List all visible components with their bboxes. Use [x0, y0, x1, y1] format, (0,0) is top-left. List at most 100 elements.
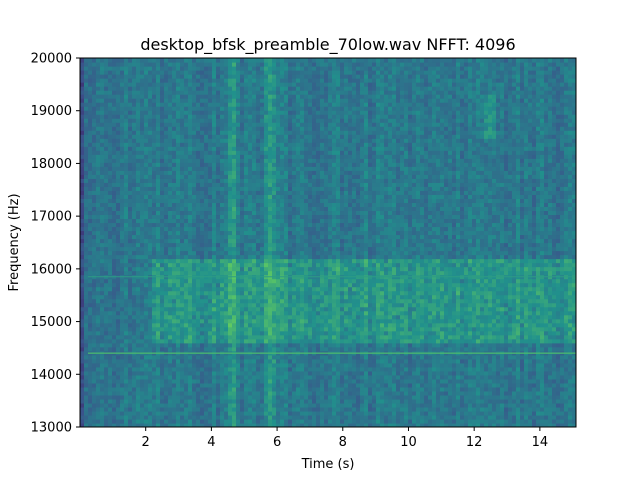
heatmap-cell: [220, 250, 225, 256]
heatmap-cell: [184, 62, 189, 67]
heatmap-cell: [228, 94, 233, 99]
heatmap-cell: [280, 310, 285, 316]
heatmap-cell: [80, 298, 85, 304]
heatmap-cell: [108, 250, 113, 256]
heatmap-cell: [248, 390, 253, 396]
heatmap-cell: [276, 210, 281, 216]
heatmap-cell: [80, 286, 85, 292]
heatmap-cell: [248, 254, 253, 260]
heatmap-cell: [296, 422, 301, 427]
heatmap-cell: [104, 258, 109, 264]
heatmap-cell: [172, 98, 177, 103]
heatmap-cell: [292, 86, 297, 91]
heatmap-cell: [208, 214, 213, 220]
heatmap-cell: [200, 182, 205, 187]
heatmap-cell: [120, 122, 125, 127]
heatmap-cell: [180, 110, 185, 115]
heatmap-cell: [284, 82, 289, 87]
heatmap-cell: [264, 146, 269, 151]
heatmap-cell: [276, 74, 281, 79]
heatmap-cell: [204, 102, 209, 107]
heatmap-cell: [104, 94, 109, 99]
heatmap-cell: [88, 362, 93, 368]
heatmap-cell: [296, 394, 301, 400]
heatmap-cell: [104, 342, 109, 348]
heatmap-cell: [284, 402, 289, 408]
heatmap-cell: [264, 410, 269, 416]
heatmap-cell: [108, 122, 113, 127]
heatmap-cell: [284, 142, 289, 147]
heatmap-cell: [132, 278, 137, 284]
heatmap-cell: [140, 390, 145, 396]
heatmap-cell: [288, 130, 293, 135]
heatmap-cell: [152, 62, 157, 67]
heatmap-cell: [156, 154, 161, 159]
heatmap-cell: [204, 66, 209, 71]
heatmap-cell: [208, 114, 213, 119]
heatmap-cell: [140, 366, 145, 372]
heatmap-cell: [276, 394, 281, 400]
heatmap-cell: [280, 202, 285, 207]
heatmap-cell: [172, 310, 177, 316]
heatmap-cell: [100, 262, 105, 268]
heatmap-cell: [208, 382, 213, 388]
heatmap-cell: [228, 174, 233, 179]
heatmap-cell: [188, 406, 193, 412]
heatmap-cell: [240, 150, 245, 155]
heatmap-cell: [168, 338, 173, 344]
heatmap-cell: [272, 130, 277, 135]
heatmap-cell: [260, 210, 265, 216]
heatmap-cell: [168, 214, 173, 220]
heatmap-cell: [172, 166, 177, 171]
heatmap-cell: [160, 78, 165, 83]
heatmap-cell: [236, 238, 241, 244]
heatmap-cell: [168, 226, 173, 232]
heatmap-cell: [84, 422, 89, 427]
heatmap-cell: [156, 106, 161, 111]
heatmap-cell: [140, 138, 145, 143]
heatmap-cell: [224, 238, 229, 244]
heatmap-cell: [140, 418, 145, 424]
heatmap-cell: [236, 358, 241, 364]
heatmap-cell: [96, 266, 101, 272]
heatmap-cell: [92, 82, 97, 87]
heatmap-cell: [160, 126, 165, 131]
heatmap-cell: [176, 150, 181, 155]
heatmap-cell: [124, 342, 129, 348]
heatmap-cell: [196, 262, 201, 268]
heatmap-cell: [212, 146, 217, 151]
heatmap-cell: [204, 326, 209, 332]
heatmap-cell: [132, 114, 137, 119]
heatmap-cell: [212, 162, 217, 167]
heatmap-cell: [216, 266, 221, 272]
heatmap-cell: [104, 314, 109, 320]
heatmap-cell: [88, 246, 93, 252]
heatmap-cell: [128, 290, 133, 296]
heatmap-cell: [192, 226, 197, 232]
heatmap-cell: [124, 90, 129, 95]
heatmap-cell: [188, 422, 193, 427]
heatmap-cell: [248, 286, 253, 292]
heatmap-cell: [156, 162, 161, 167]
heatmap-cell: [284, 86, 289, 91]
heatmap-cell: [80, 374, 85, 380]
heatmap-cell: [140, 174, 145, 179]
heatmap-cell: [224, 178, 229, 183]
heatmap-cell: [168, 314, 173, 320]
heatmap-cell: [184, 74, 189, 79]
heatmap-cell: [248, 314, 253, 320]
heatmap-cell: [188, 266, 193, 272]
heatmap-cell: [80, 262, 85, 268]
heatmap-cell: [112, 146, 117, 151]
heatmap-cell: [236, 158, 241, 163]
heatmap-cell: [112, 258, 117, 264]
heatmap-cell: [292, 102, 297, 107]
heatmap-cell: [268, 114, 273, 119]
heatmap-cell: [148, 346, 153, 352]
heatmap-cell: [284, 114, 289, 119]
heatmap-cell: [176, 326, 181, 332]
heatmap-cell: [148, 314, 153, 320]
heatmap-cell: [256, 94, 261, 99]
heatmap-cell: [280, 206, 285, 212]
heatmap-cell: [132, 198, 137, 203]
